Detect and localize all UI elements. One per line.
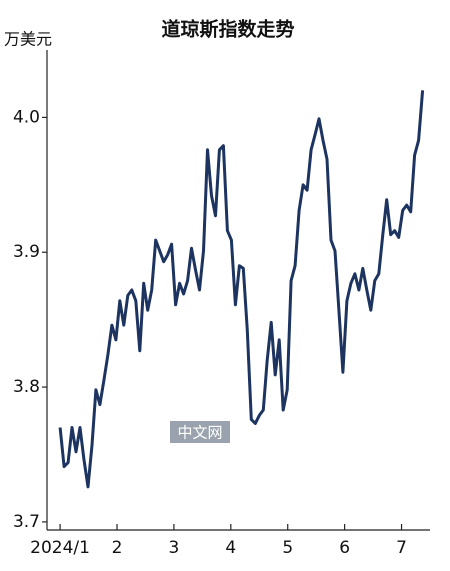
y-tick-label: 3.9 <box>13 242 40 262</box>
watermark-box <box>170 421 230 443</box>
chart-title: 道琼斯指数走势 <box>161 18 294 41</box>
x-tick-label: 3 <box>168 538 179 558</box>
y-tick-label: 3.8 <box>13 377 40 397</box>
x-tick-label: 2024/1 <box>30 538 90 558</box>
y-tick-label: 3.7 <box>13 512 40 532</box>
y-axis-label: 万美元 <box>4 30 52 49</box>
x-tick-label: 4 <box>225 538 236 558</box>
x-tick-label: 5 <box>282 538 293 558</box>
price-line <box>58 90 425 489</box>
y-tick-label: 4.0 <box>13 107 40 127</box>
watermark: 中文网 <box>177 424 222 442</box>
x-tick-label: 6 <box>339 538 350 558</box>
x-tick-label: 2 <box>112 538 123 558</box>
x-tick-label: 7 <box>396 538 407 558</box>
